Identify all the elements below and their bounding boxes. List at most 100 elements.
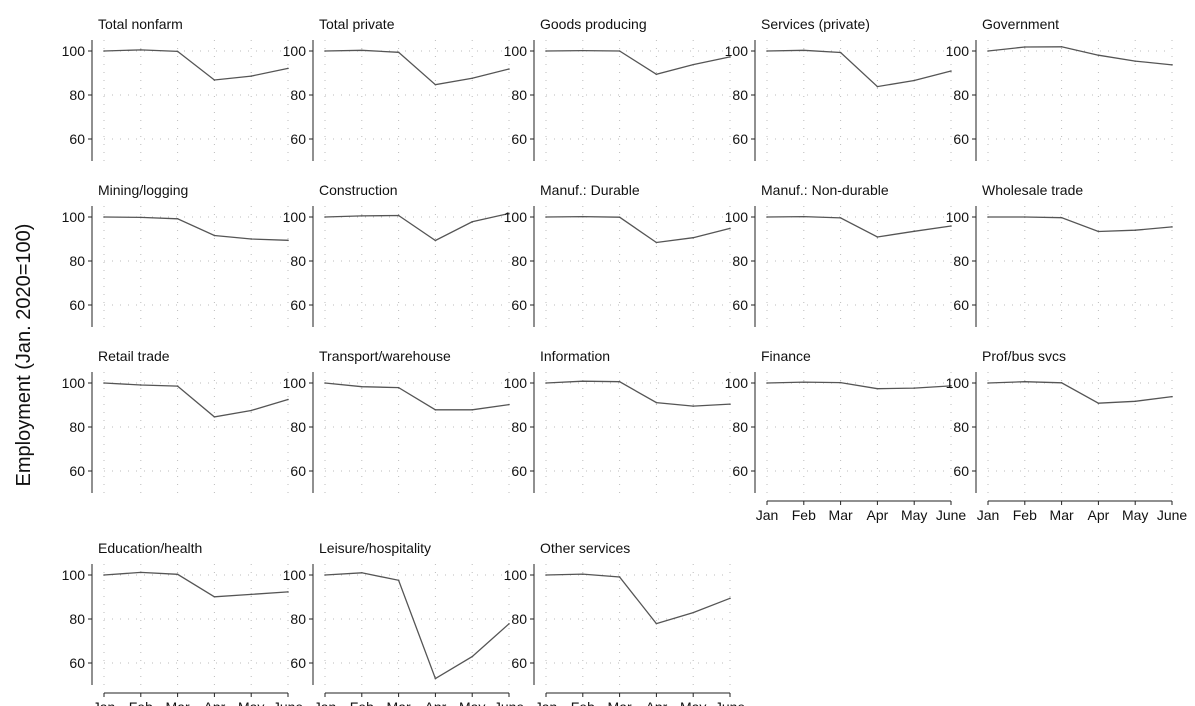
- y-tick-label: 60: [953, 131, 969, 147]
- series-line: [987, 381, 1173, 404]
- data-point: [545, 382, 547, 384]
- y-tick-label: 80: [953, 253, 969, 269]
- x-tick-label: June: [936, 507, 967, 523]
- x-tick-label: May: [1122, 507, 1148, 523]
- data-point: [1097, 402, 1100, 405]
- data-point: [397, 579, 400, 582]
- panel-title: Total nonfarm: [98, 16, 183, 32]
- data-point: [213, 234, 216, 237]
- data-point: [950, 385, 952, 387]
- data-point: [545, 574, 547, 576]
- data-point: [287, 67, 289, 70]
- data-point: [471, 77, 474, 80]
- data-point: [582, 215, 584, 218]
- data-point: [876, 387, 879, 390]
- y-tick-label: 100: [62, 567, 86, 583]
- data-point: [361, 215, 363, 217]
- data-point: [987, 382, 989, 384]
- x-tick-label: June: [715, 699, 746, 706]
- data-point: [803, 49, 805, 52]
- y-tick-label: 100: [725, 43, 749, 59]
- series-line: [103, 49, 289, 81]
- series-line: [103, 571, 289, 598]
- x-tick-label: June: [273, 699, 304, 706]
- data-point: [471, 655, 474, 658]
- x-tick-label: May: [680, 699, 706, 706]
- data-point: [287, 398, 289, 401]
- panel: Mining/logging 60 80 100: [62, 182, 289, 327]
- data-point: [103, 216, 105, 218]
- y-tick-label: 60: [290, 297, 306, 313]
- x-tick-label: Feb: [792, 507, 816, 523]
- data-point: [361, 572, 363, 574]
- y-tick-label: 60: [953, 297, 969, 313]
- data-point: [692, 405, 694, 407]
- panel-title: Construction: [319, 182, 398, 198]
- data-point: [913, 79, 915, 82]
- y-tick-label: 60: [511, 131, 527, 147]
- y-tick-label: 80: [290, 87, 306, 103]
- data-point: [140, 384, 142, 386]
- x-tick-label: Apr: [204, 699, 226, 706]
- panel: Total nonfarm 60 80 100: [62, 16, 289, 161]
- y-tick-label: 100: [504, 209, 528, 225]
- y-tick-label: 80: [69, 87, 85, 103]
- data-point: [692, 611, 694, 614]
- x-tick-label: Jan: [977, 507, 1000, 523]
- data-point: [287, 591, 289, 593]
- y-tick-label: 60: [290, 655, 306, 671]
- y-tick-label: 100: [504, 375, 528, 391]
- panel-title: Services (private): [761, 16, 870, 32]
- y-tick-label: 100: [283, 375, 307, 391]
- panel: Retail trade 60 80 100: [62, 348, 289, 493]
- y-tick-label: 100: [62, 43, 86, 59]
- panel: Transport/warehouse 60 80 100: [283, 348, 510, 493]
- panel: Total private 60 80 100: [283, 16, 510, 161]
- y-tick-label: 100: [725, 375, 749, 391]
- data-point: [729, 597, 731, 600]
- x-tick-label: June: [1157, 507, 1188, 523]
- y-tick-label: 80: [511, 87, 527, 103]
- data-point: [950, 225, 952, 227]
- data-point: [434, 409, 437, 411]
- data-point: [655, 241, 658, 244]
- data-point: [103, 574, 105, 576]
- data-point: [361, 49, 363, 52]
- x-tick-label: Apr: [1088, 507, 1110, 523]
- data-point: [213, 595, 216, 598]
- data-point: [950, 70, 952, 72]
- data-point: [103, 50, 105, 52]
- data-point: [508, 68, 510, 70]
- data-point: [987, 216, 989, 218]
- y-tick-label: 80: [953, 87, 969, 103]
- y-tick-label: 80: [953, 419, 969, 435]
- data-point: [176, 385, 179, 387]
- data-point: [1060, 46, 1063, 48]
- y-tick-label: 100: [946, 375, 970, 391]
- panel: Government 60 80 100: [946, 16, 1173, 161]
- series-line: [988, 216, 1173, 233]
- x-tick-label: June: [494, 699, 525, 706]
- y-tick-label: 80: [732, 253, 748, 269]
- data-point: [766, 216, 768, 218]
- series-line: [103, 216, 289, 241]
- panel-title: Government: [982, 16, 1059, 32]
- panel: Construction 60 80 100: [283, 182, 510, 327]
- data-point: [1171, 226, 1173, 228]
- series-line: [103, 382, 289, 418]
- data-point: [213, 79, 216, 81]
- y-tick-label: 60: [69, 463, 85, 479]
- data-point: [582, 573, 584, 575]
- data-point: [213, 416, 216, 418]
- data-point: [876, 85, 879, 88]
- data-point: [1134, 60, 1136, 62]
- y-tick-label: 100: [283, 567, 307, 583]
- data-point: [729, 227, 731, 230]
- data-point: [471, 221, 474, 223]
- data-point: [692, 63, 694, 66]
- y-tick-label: 80: [511, 253, 527, 269]
- y-tick-label: 100: [283, 43, 307, 59]
- panel: Prof/bus svcs 60 80 100 Jan Feb Mar Apr May June: [946, 348, 1188, 523]
- y-tick-label: 80: [69, 611, 85, 627]
- panel-title: Leisure/hospitality: [319, 540, 431, 556]
